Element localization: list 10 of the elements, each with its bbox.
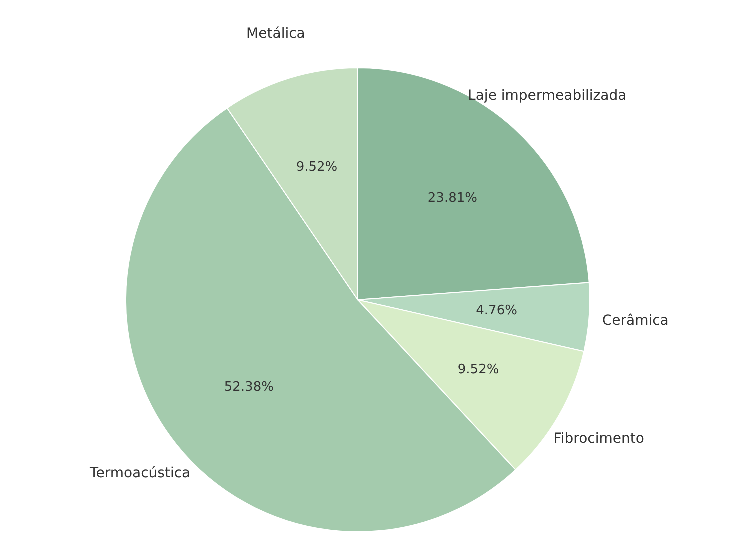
slice-label: Termoacústica	[89, 466, 191, 482]
slice-label: Cerâmica	[602, 312, 669, 329]
slice-label: Metálica	[246, 26, 306, 42]
data-label: 23.81%	[428, 190, 478, 206]
data-label: 52.38%	[224, 380, 274, 395]
data-label: 4.76%	[476, 303, 518, 318]
slice-label: Fibrocimento	[554, 431, 644, 448]
data-label: 9.52%	[458, 362, 500, 378]
data-label: 9.52%	[296, 160, 338, 175]
slice-label: Laje impermeabilizada	[468, 88, 627, 104]
